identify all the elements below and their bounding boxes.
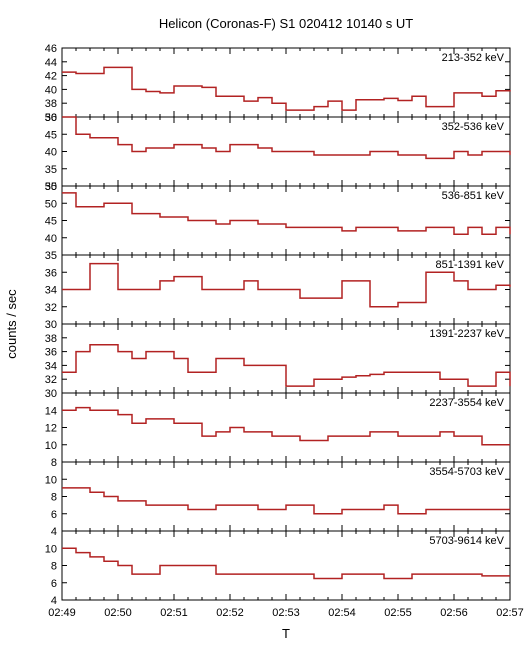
y-tick-label: 45 — [45, 129, 57, 141]
y-tick-label: 38 — [45, 333, 57, 345]
x-tick-label: 02:52 — [216, 607, 244, 619]
y-tick-label: 12 — [45, 423, 57, 435]
y-tick-label: 44 — [45, 57, 57, 69]
panel: 4 6 8 10 3554-5703 keV — [45, 462, 510, 538]
panel: 35 40 45 50 55 536-851 keV — [45, 181, 510, 262]
panel: 363840424446213-352 keV — [45, 43, 510, 124]
series-line — [62, 408, 510, 445]
y-tick-label: 4 — [51, 595, 57, 607]
y-tick-label: 55 — [45, 181, 57, 193]
y-tick-label: 46 — [45, 43, 57, 55]
panel: 4 6 8 10 5703-9614 keV — [45, 531, 510, 607]
y-tick-label: 36 — [45, 347, 57, 359]
y-tick-label: 36 — [45, 267, 57, 279]
y-tick-label: 50 — [45, 112, 57, 124]
x-tick-label: 02:57 — [496, 607, 524, 619]
panel-label: 213-352 keV — [442, 52, 505, 64]
y-tick-label: 34 — [45, 360, 57, 372]
x-tick-label: 02:49 — [48, 607, 76, 619]
panel-label: 2237-3554 keV — [429, 397, 504, 409]
series-line — [62, 488, 510, 514]
y-tick-label: 30 — [45, 319, 57, 331]
y-tick-label: 40 — [45, 147, 57, 159]
y-tick-label: 14 — [45, 405, 57, 417]
x-tick-label: 02:50 — [104, 607, 132, 619]
panel: 8 10 12 14 2237-3554 keV — [45, 393, 510, 469]
x-tick-label: 02:51 — [160, 607, 188, 619]
y-tick-label: 32 — [45, 302, 57, 314]
y-tick-label: 38 — [45, 98, 57, 110]
y-axis-label: counts / sec — [4, 289, 19, 359]
y-tick-label: 8 — [51, 561, 57, 573]
series-line — [62, 345, 510, 386]
x-tick-label: 02:56 — [440, 607, 468, 619]
y-tick-label: 50 — [45, 198, 57, 210]
y-tick-label: 32 — [45, 374, 57, 386]
y-tick-label: 6 — [51, 578, 57, 590]
panel-label: 352-536 keV — [442, 121, 505, 133]
y-tick-label: 45 — [45, 216, 57, 228]
series-line — [62, 548, 510, 578]
x-tick-label: 02:54 — [328, 607, 356, 619]
x-axis-label: T — [282, 626, 290, 641]
panel: 3035404550352-536 keV — [45, 112, 510, 193]
chart-title: Helicon (Coronas-F) S1 020412 10140 s UT — [159, 16, 413, 31]
y-tick-label: 4 — [51, 526, 57, 538]
panel-label: 851-1391 keV — [436, 259, 505, 271]
panel-label: 5703-9614 keV — [429, 535, 504, 547]
y-tick-label: 10 — [45, 474, 57, 486]
y-tick-label: 8 — [51, 457, 57, 469]
panel: 30 32 34 36 851-1391 keV — [45, 255, 510, 331]
y-tick-label: 40 — [45, 233, 57, 245]
x-tick-label: 02:55 — [384, 607, 412, 619]
y-tick-label: 42 — [45, 71, 57, 83]
y-tick-label: 40 — [45, 84, 57, 96]
y-tick-label: 30 — [45, 388, 57, 400]
y-tick-label: 8 — [51, 492, 57, 504]
x-tick-label: 02:53 — [272, 607, 300, 619]
panel: 30 32 3436 38 1391-2237 keV — [45, 324, 510, 400]
y-tick-label: 6 — [51, 509, 57, 521]
panel-label: 3554-5703 keV — [429, 466, 504, 478]
y-tick-label: 35 — [45, 250, 57, 262]
y-tick-label: 10 — [45, 543, 57, 555]
y-tick-label: 34 — [45, 285, 57, 297]
y-tick-label: 35 — [45, 164, 57, 176]
multi-panel-chart: Helicon (Coronas-F) S1 020412 10140 s UT… — [0, 0, 530, 650]
panel-label: 536-851 keV — [442, 190, 505, 202]
series-line — [62, 67, 510, 110]
panel-label: 1391-2237 keV — [429, 328, 504, 340]
y-tick-label: 10 — [45, 440, 57, 452]
